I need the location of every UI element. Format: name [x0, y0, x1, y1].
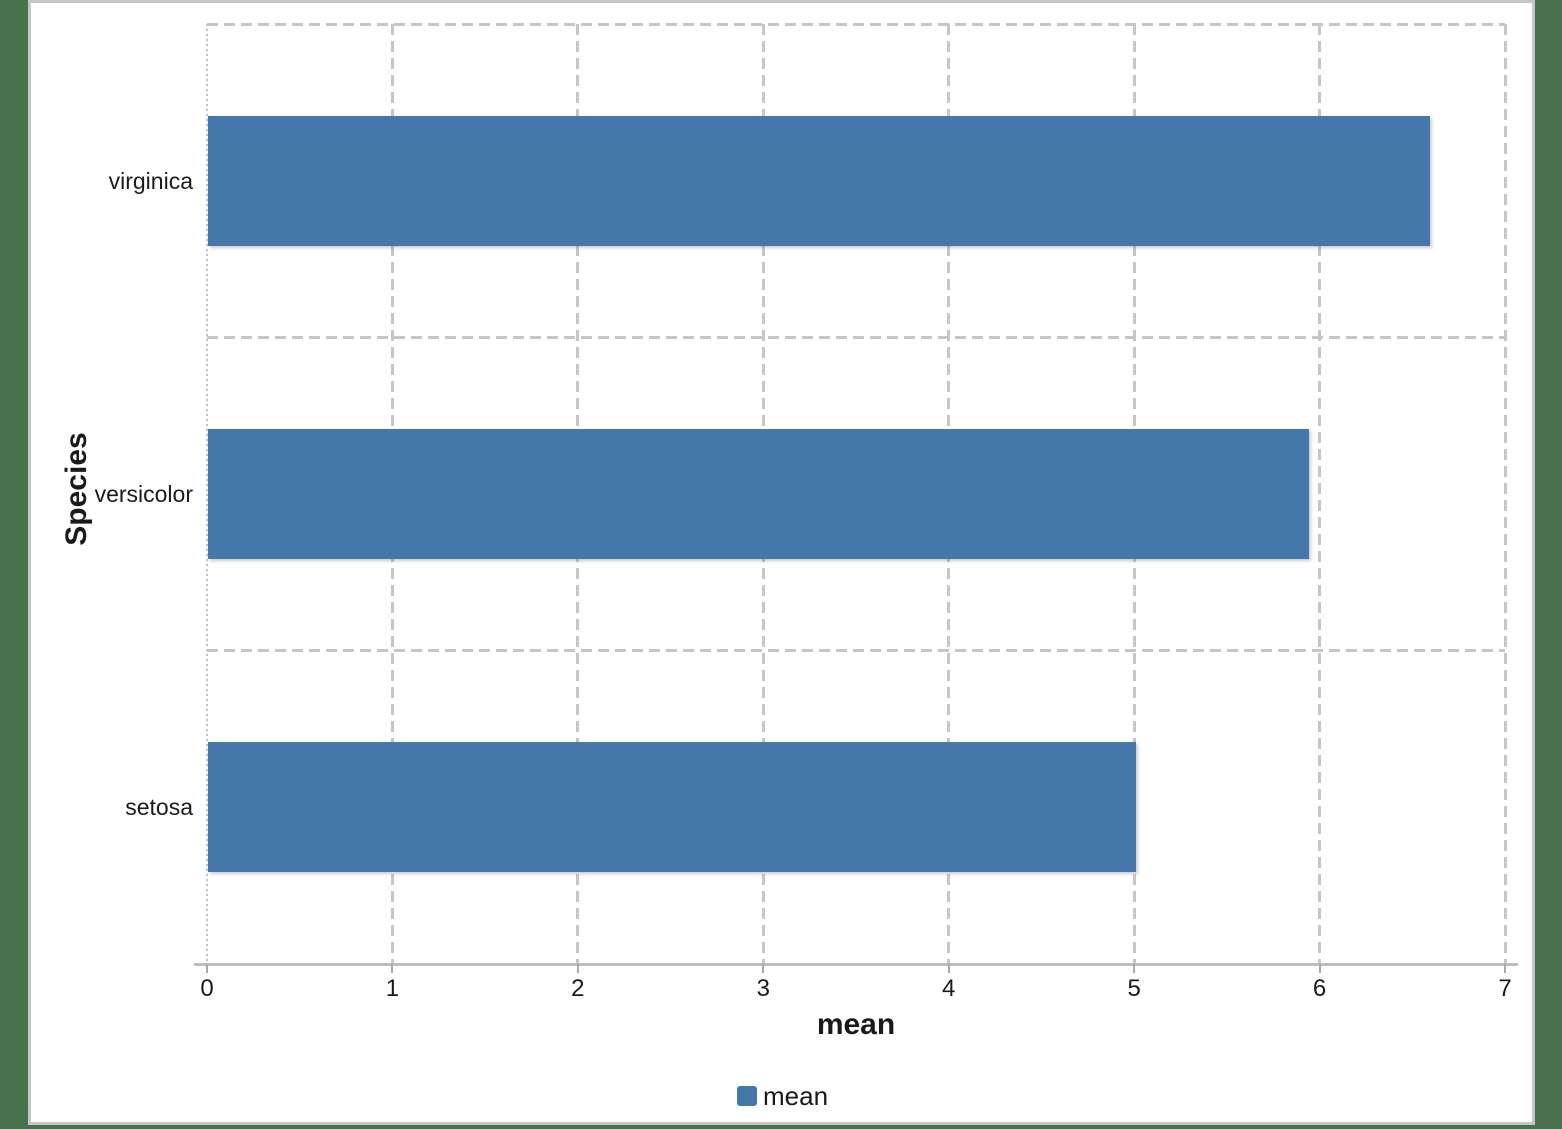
plot-top-border [207, 23, 1505, 26]
x-tick-label: 2 [571, 975, 585, 1002]
category-label-versicolor: versicolor [94, 481, 193, 507]
plot-area [206, 23, 1507, 964]
gridline-horizontal [207, 335, 1505, 339]
x-tick-mark [391, 964, 394, 973]
chart-panel: virginica versicolor setosa 0 1 2 3 4 5 6 7 Speci… [28, 0, 1535, 1125]
x-tick-label: 1 [385, 975, 400, 1002]
bar-virginica [208, 115, 1430, 246]
x-tick-mark [576, 964, 579, 973]
gridline-vertical [1503, 24, 1507, 964]
x-axis-line [194, 963, 1518, 966]
category-label-setosa: setosa [125, 794, 193, 821]
x-tick-label: 6 [1312, 975, 1327, 1002]
category-label-virginica: virginica [108, 167, 193, 194]
bar-setosa [208, 742, 1137, 873]
gridline-vertical [1318, 24, 1322, 964]
x-tick-label: 3 [756, 975, 770, 1002]
x-axis-title: mean [816, 1008, 896, 1041]
legend-color-swatch [737, 1086, 757, 1106]
x-tick-mark [1504, 964, 1506, 973]
x-tick-mark [947, 964, 950, 973]
y-axis-title: Species [60, 432, 93, 546]
legend: mean [737, 1083, 828, 1109]
x-tick-mark [1318, 964, 1321, 973]
y-axis-line [206, 24, 208, 964]
x-tick-label: 7 [1498, 975, 1512, 1002]
x-tick-mark [1133, 964, 1136, 973]
bar-versicolor [208, 429, 1309, 559]
gridline-horizontal [207, 649, 1505, 653]
x-tick-mark [206, 964, 208, 973]
x-tick-label: 5 [1127, 975, 1141, 1002]
x-tick-label: 0 [200, 975, 214, 1002]
x-tick-label: 4 [942, 975, 956, 1002]
x-tick-mark [762, 964, 765, 973]
legend-item-label: mean [763, 1081, 829, 1111]
